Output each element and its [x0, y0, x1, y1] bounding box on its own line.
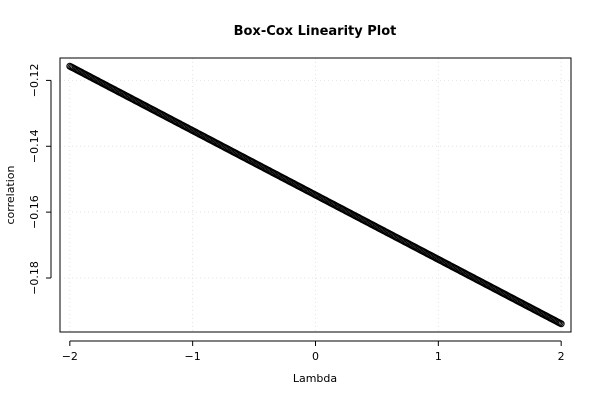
x-tick-label-4: 2	[558, 350, 565, 363]
y-tick-label-2: −0.14	[28, 129, 41, 163]
x-tick-label-0: −2	[62, 350, 78, 363]
points-layer	[66, 62, 565, 328]
chart-title: Box-Cox Linearity Plot	[234, 24, 397, 39]
data-point-400	[557, 320, 565, 328]
x-tick-label-2: 0	[312, 350, 319, 363]
x-axis: −2 −1 0 1 2	[62, 340, 565, 363]
y-axis-label: correlation	[4, 165, 17, 224]
y-tick-label-1: −0.16	[28, 195, 41, 229]
x-axis-label: Lambda	[293, 372, 337, 385]
y-tick-label-3: −0.12	[28, 64, 41, 98]
x-tick-label-1: −1	[185, 350, 201, 363]
y-axis: −0.18 −0.16 −0.14 −0.12	[28, 64, 52, 295]
x-tick-label-3: 1	[435, 350, 442, 363]
plot-frame	[59, 57, 572, 333]
y-tick-label-0: −0.18	[28, 261, 41, 295]
